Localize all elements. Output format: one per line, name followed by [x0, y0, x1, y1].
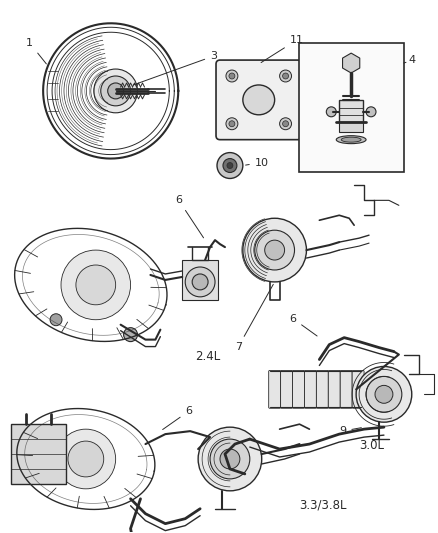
Bar [11, 424, 66, 484]
FancyBboxPatch shape [316, 370, 328, 408]
Circle shape [76, 265, 116, 305]
FancyBboxPatch shape [352, 370, 364, 408]
Circle shape [108, 83, 124, 99]
FancyBboxPatch shape [340, 370, 352, 408]
Circle shape [94, 69, 138, 113]
Text: 7: 7 [235, 284, 273, 352]
Ellipse shape [336, 136, 366, 144]
FancyBboxPatch shape [293, 370, 304, 408]
FancyBboxPatch shape [216, 60, 301, 140]
FancyBboxPatch shape [304, 370, 316, 408]
Circle shape [283, 121, 289, 127]
Ellipse shape [243, 85, 275, 115]
Bar [182, 260, 218, 300]
Circle shape [326, 107, 336, 117]
Text: 6: 6 [162, 406, 192, 430]
Circle shape [229, 121, 235, 127]
Circle shape [279, 70, 292, 82]
Circle shape [229, 73, 235, 79]
Ellipse shape [341, 137, 361, 142]
Bar [300, 43, 404, 173]
Bar [339, 122, 363, 132]
Text: 4: 4 [404, 55, 416, 65]
Bar [339, 100, 363, 122]
Circle shape [210, 439, 250, 479]
Circle shape [356, 367, 412, 422]
Circle shape [198, 427, 262, 491]
Circle shape [366, 107, 376, 117]
Circle shape [265, 240, 285, 260]
Text: 10: 10 [246, 158, 269, 167]
Circle shape [243, 218, 307, 282]
Circle shape [50, 314, 62, 326]
Text: 3.3/3.8L: 3.3/3.8L [300, 499, 347, 512]
Circle shape [217, 152, 243, 179]
FancyBboxPatch shape [281, 370, 293, 408]
Circle shape [283, 73, 289, 79]
Text: 3.0L: 3.0L [359, 439, 384, 452]
Polygon shape [343, 53, 360, 73]
Circle shape [68, 441, 104, 477]
Circle shape [185, 267, 215, 297]
Text: 3: 3 [133, 51, 217, 85]
Circle shape [192, 274, 208, 290]
Circle shape [279, 118, 292, 130]
Text: 8: 8 [0, 532, 1, 533]
Circle shape [124, 328, 138, 342]
Text: 2.4L: 2.4L [195, 350, 220, 362]
Text: 9: 9 [339, 426, 361, 436]
Circle shape [375, 385, 393, 403]
Circle shape [101, 76, 131, 106]
Circle shape [366, 376, 402, 412]
FancyBboxPatch shape [328, 370, 340, 408]
Circle shape [226, 118, 238, 130]
Circle shape [227, 163, 233, 168]
FancyBboxPatch shape [268, 370, 281, 408]
Circle shape [226, 70, 238, 82]
Circle shape [61, 250, 131, 320]
Circle shape [220, 449, 240, 469]
Text: 6: 6 [290, 314, 317, 336]
Text: 11: 11 [261, 35, 304, 62]
Circle shape [223, 158, 237, 173]
Text: 1: 1 [26, 38, 46, 64]
Circle shape [56, 429, 116, 489]
Text: 6: 6 [175, 195, 204, 238]
Circle shape [255, 230, 294, 270]
